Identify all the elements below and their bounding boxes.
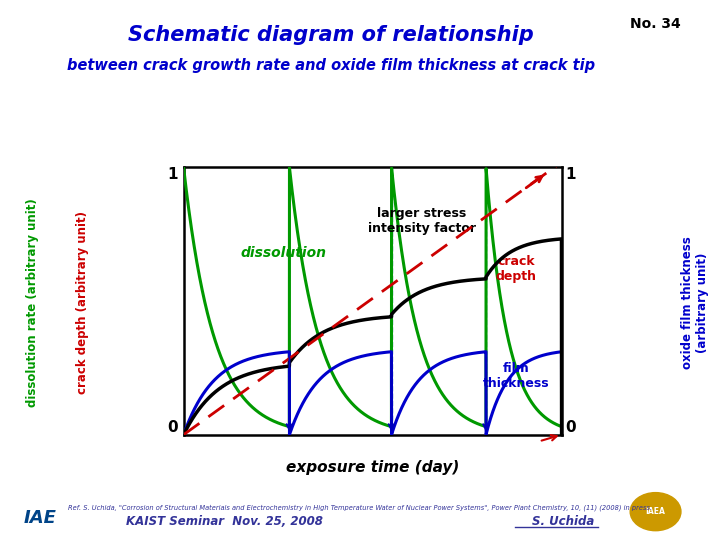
Text: crack
depth: crack depth <box>496 255 536 283</box>
Text: exposure time (day): exposure time (day) <box>287 460 459 475</box>
Text: film
thickness: film thickness <box>483 362 549 390</box>
Text: crack depth (arbitrary unit): crack depth (arbitrary unit) <box>76 211 89 394</box>
Text: No. 34: No. 34 <box>630 17 680 31</box>
Text: Schematic diagram of relationship: Schematic diagram of relationship <box>128 25 534 45</box>
Text: 0: 0 <box>565 420 576 435</box>
Text: Ref. S. Uchida, "Corrosion of Structural Materials and Electrochemistry in High : Ref. S. Uchida, "Corrosion of Structural… <box>68 504 652 511</box>
Text: 1: 1 <box>565 167 576 183</box>
Text: KAIST Seminar  Nov. 25, 2008: KAIST Seminar Nov. 25, 2008 <box>126 515 323 528</box>
Text: dissolution rate (arbitrary unit): dissolution rate (arbitrary unit) <box>26 198 39 407</box>
Text: 0: 0 <box>167 420 178 435</box>
Text: larger stress
intensity factor: larger stress intensity factor <box>368 207 476 235</box>
Text: IAEA: IAEA <box>646 507 665 516</box>
Text: S. Uchida: S. Uchida <box>532 515 594 528</box>
Text: IAE: IAE <box>23 509 56 528</box>
Text: oxide film thickness
(arbitrary unit): oxide film thickness (arbitrary unit) <box>681 236 708 369</box>
Text: dissolution: dissolution <box>240 246 326 260</box>
Text: between crack growth rate and oxide film thickness at crack tip: between crack growth rate and oxide film… <box>67 58 595 73</box>
Text: 1: 1 <box>167 167 178 183</box>
Circle shape <box>630 492 681 531</box>
